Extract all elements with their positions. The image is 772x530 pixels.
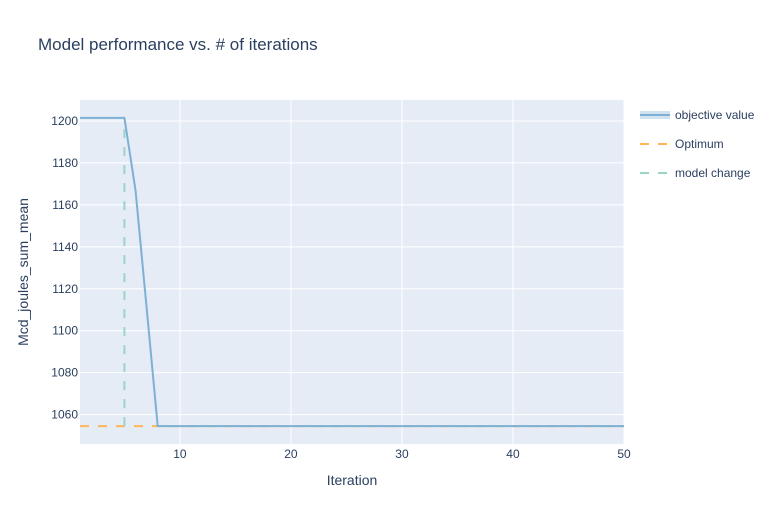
series-layer: [80, 116, 624, 428]
y-tick-label: 1060: [51, 408, 78, 422]
x-tick-label: 30: [395, 447, 409, 461]
legend-item-label[interactable]: Optimum: [675, 137, 724, 151]
plot-area[interactable]: [80, 100, 624, 444]
y-tick-label: 1180: [52, 156, 78, 170]
x-tick-label: 40: [506, 447, 520, 461]
chart-title: Model performance vs. # of iterations: [38, 35, 318, 54]
y-axis-ticks: 1060 1080 1100 1120 1140 1160 1180 1200: [51, 114, 78, 422]
x-tick-label: 50: [617, 447, 631, 461]
y-tick-label: 1120: [52, 282, 78, 296]
legend: objective value Optimum model change: [640, 108, 755, 180]
y-tick-label: 1200: [51, 114, 78, 128]
y-axis-label: Mcd_joules_sum_mean: [15, 198, 31, 346]
x-axis-label: Iteration: [327, 472, 378, 488]
legend-item-label[interactable]: objective value: [675, 108, 755, 122]
series-line-objective-value[interactable]: [80, 116, 624, 428]
y-tick-label: 1100: [52, 324, 78, 338]
x-tick-label: 10: [173, 447, 187, 461]
x-axis-ticks: 10 20 30 40 50: [173, 447, 631, 461]
y-tick-label: 1160: [52, 198, 78, 212]
grid-lines: [80, 100, 625, 444]
x-tick-label: 20: [284, 447, 298, 461]
legend-item-label[interactable]: model change: [675, 166, 751, 180]
y-tick-label: 1140: [52, 240, 78, 254]
y-tick-label: 1080: [51, 366, 78, 380]
